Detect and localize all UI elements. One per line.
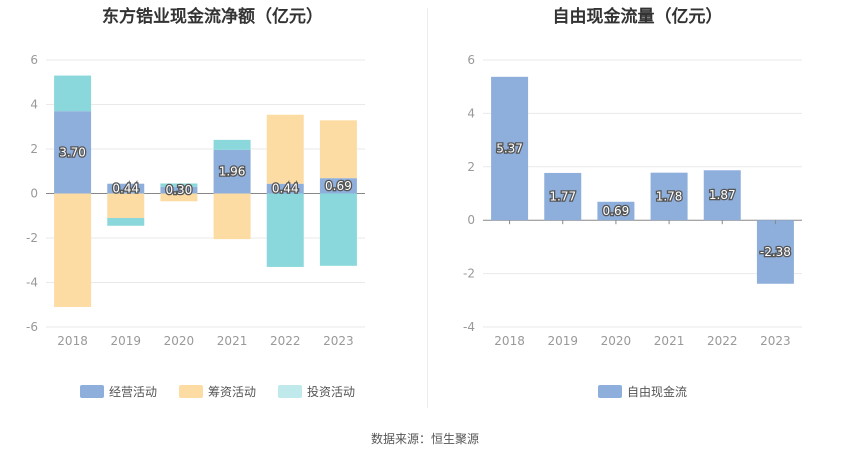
left-bar-investing xyxy=(319,193,357,266)
right-y-tick-label: 6 xyxy=(467,53,475,67)
left-y-tick-label: -6 xyxy=(26,320,38,334)
left-y-tick-label: 2 xyxy=(30,142,38,156)
legend-swatch-free-cash-flow xyxy=(598,385,622,398)
right-chart-title: 自由现金流量（亿元） xyxy=(552,7,723,27)
left-operating-value-label: 0.69 xyxy=(325,179,352,193)
right-bar-free-cash-flow xyxy=(491,76,529,221)
left-chart-title: 东方锆业现金流净额（亿元） xyxy=(102,7,323,27)
left-legend: 经营活动 筹资活动 投资活动 xyxy=(80,383,377,400)
right-y-tick-label: 4 xyxy=(467,106,475,120)
left-bar-financing xyxy=(213,193,251,240)
left-operating-value-label: 3.70 xyxy=(59,145,86,159)
right-x-tick-label: 2019 xyxy=(547,334,578,348)
left-bar-financing xyxy=(107,193,145,218)
right-value-label: 5.37 xyxy=(496,142,523,156)
left-bar-financing xyxy=(266,114,304,184)
left-y-tick-label: 4 xyxy=(30,98,38,112)
data-source-note: 数据来源：恒生聚源 xyxy=(370,432,479,446)
right-y-tick-label: -4 xyxy=(463,320,475,334)
right-value-label: 1.78 xyxy=(656,189,683,203)
left-bar-financing xyxy=(160,193,198,202)
right-legend: 自由现金流 xyxy=(598,383,709,400)
legend-label-operating: 经营活动 xyxy=(109,385,158,399)
legend-item-operating[interactable]: 经营活动 xyxy=(80,383,157,400)
legend-item-free-cash-flow[interactable]: 自由现金流 xyxy=(598,383,687,400)
left-bar-investing xyxy=(107,217,145,226)
left-bar-operating xyxy=(213,149,251,194)
right-bar-free-cash-flow xyxy=(703,170,741,221)
left-y-tick-label: -4 xyxy=(26,276,38,290)
left-bar-investing xyxy=(213,139,251,150)
panel-divider xyxy=(427,8,428,408)
legend-label-financing: 筹资活动 xyxy=(208,385,257,399)
legend-item-investing[interactable]: 投资活动 xyxy=(278,383,355,400)
right-x-tick-label: 2021 xyxy=(654,334,685,348)
left-bar-operating xyxy=(266,183,304,194)
right-bar-free-cash-flow xyxy=(650,172,688,221)
left-x-tick-label: 2020 xyxy=(164,334,195,348)
right-bar-free-cash-flow xyxy=(756,220,794,284)
left-bar-operating xyxy=(319,178,357,194)
right-y-tick-label: -2 xyxy=(463,267,475,281)
left-bar-financing xyxy=(319,120,357,179)
left-x-tick-label: 2018 xyxy=(57,334,88,348)
legend-swatch-financing xyxy=(179,385,204,398)
left-x-tick-label: 2019 xyxy=(110,334,141,348)
left-bar-investing xyxy=(160,183,198,187)
right-value-label: -2.38 xyxy=(760,245,791,259)
left-x-tick-label: 2023 xyxy=(323,334,354,348)
right-value-label: 0.69 xyxy=(603,204,630,218)
right-x-tick-label: 2022 xyxy=(707,334,738,348)
legend-swatch-investing xyxy=(278,385,303,398)
right-x-tick-label: 2020 xyxy=(601,334,632,348)
left-x-tick-label: 2021 xyxy=(217,334,248,348)
legend-label-free-cash-flow: 自由现金流 xyxy=(627,385,688,399)
legend-label-investing: 投资活动 xyxy=(307,385,356,399)
left-bar-financing xyxy=(54,193,92,307)
left-bar-operating xyxy=(107,183,145,194)
right-y-tick-label: 2 xyxy=(467,160,475,174)
left-operating-value-label: 1.96 xyxy=(219,165,246,179)
right-value-label: 1.87 xyxy=(709,188,736,202)
legend-item-financing[interactable]: 筹资活动 xyxy=(179,383,256,400)
legend-swatch-operating xyxy=(80,385,104,398)
right-y-tick-label: 0 xyxy=(467,213,475,227)
left-bar-operating xyxy=(54,111,92,194)
right-bar-free-cash-flow xyxy=(597,201,635,221)
left-bar-investing xyxy=(266,193,304,267)
left-operating-value-label: 0.30 xyxy=(166,183,193,197)
right-x-tick-label: 2018 xyxy=(494,334,525,348)
left-x-tick-label: 2022 xyxy=(270,334,301,348)
right-bar-free-cash-flow xyxy=(544,172,582,221)
left-y-tick-label: 6 xyxy=(30,53,38,67)
left-y-tick-label: 0 xyxy=(30,187,38,201)
left-bar-operating xyxy=(160,186,198,194)
left-operating-value-label: 0.44 xyxy=(272,182,299,196)
left-y-tick-label: -2 xyxy=(26,231,38,245)
left-bar-investing xyxy=(54,75,92,112)
right-value-label: 1.77 xyxy=(549,190,576,204)
left-operating-value-label: 0.44 xyxy=(112,182,139,196)
right-x-tick-label: 2023 xyxy=(760,334,791,348)
